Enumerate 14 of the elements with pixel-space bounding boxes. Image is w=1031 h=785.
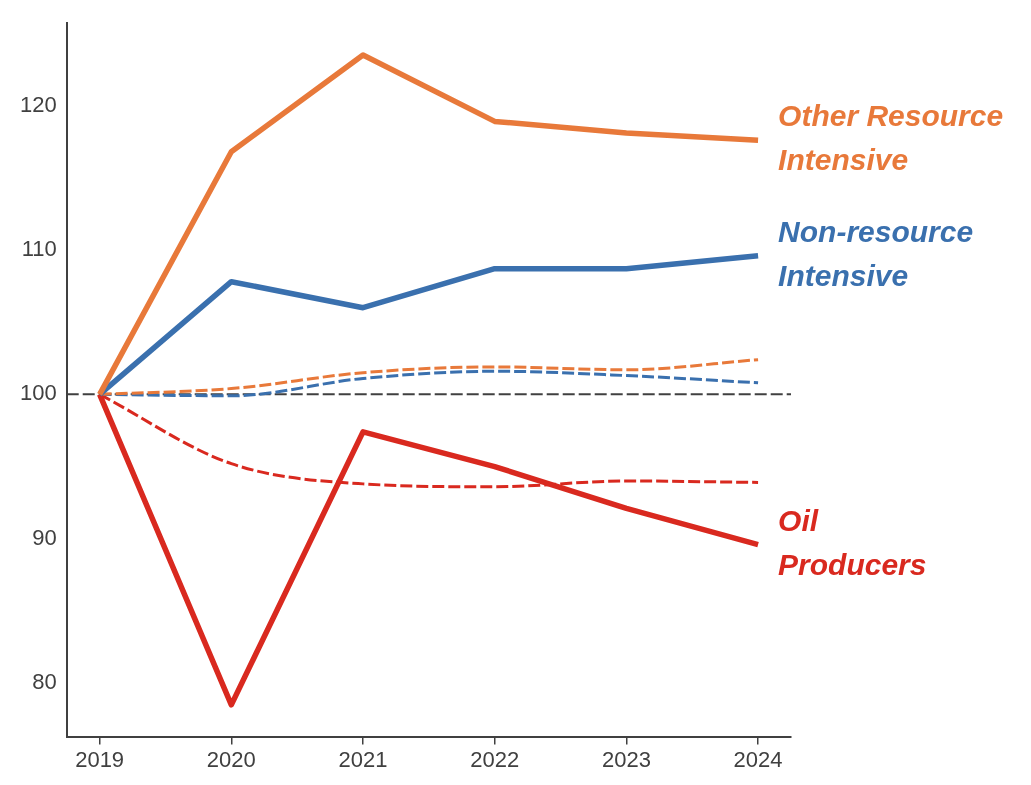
y-tick-label: 110 xyxy=(21,235,57,261)
x-tick-label: 2022 xyxy=(470,746,520,772)
y-tick-label: 80 xyxy=(32,669,57,695)
x-tick-label: 2021 xyxy=(338,746,388,772)
series-label: Oil Producers xyxy=(778,503,927,581)
x-tick-label: 2023 xyxy=(601,746,651,772)
y-tick-label: 90 xyxy=(32,524,57,550)
x-tick-label: 2019 xyxy=(75,746,125,772)
series-label: Non-resource Intensive xyxy=(778,214,974,292)
y-tick-label: 120 xyxy=(19,91,57,117)
y-tick-label: 100 xyxy=(19,380,57,406)
x-tick-label: 2020 xyxy=(206,746,256,772)
x-tick-label: 2024 xyxy=(733,746,783,772)
series-label: Other Resource Intensive xyxy=(778,99,1004,177)
